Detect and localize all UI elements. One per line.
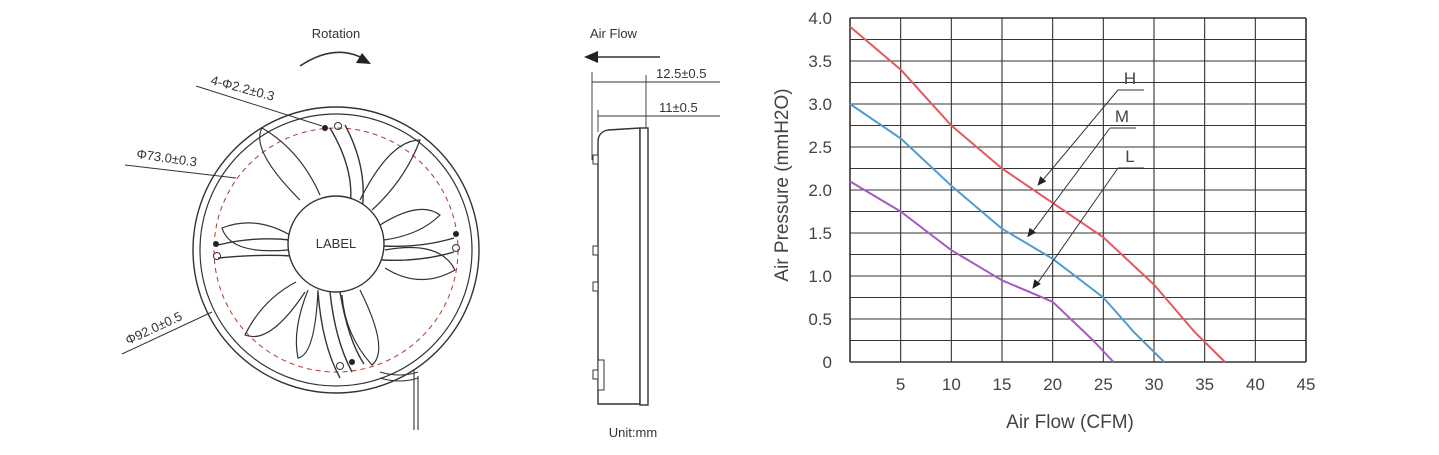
x-tick-label: 30 xyxy=(1145,375,1164,394)
y-tick-label: 4.0 xyxy=(808,9,832,28)
inner-dia-leader xyxy=(124,164,237,179)
airflow-arrow-head xyxy=(584,51,598,63)
profile-tabs xyxy=(592,154,605,391)
curve-leader-arrowhead-L xyxy=(1032,279,1041,289)
y-tick-label: 0.5 xyxy=(808,310,832,329)
y-tick-label: 2.0 xyxy=(808,181,832,200)
y-tick-label: 1.5 xyxy=(808,224,832,243)
y-axis-title: Air Pressure (mmH2O) xyxy=(772,88,793,281)
fan-side-drawing: Air Flow 12.5±0.5 11±0.5 Unit:mm xyxy=(584,26,720,440)
fan-side-view: Air Flow 12.5±0.5 11±0.5 Unit:mm xyxy=(560,0,760,450)
inner-frame-ring xyxy=(199,113,473,387)
curve-leader-L xyxy=(1035,167,1119,286)
hole-dim-label: 4-Φ2.2±0.3 xyxy=(209,72,276,103)
y-tick-label: 0 xyxy=(823,353,832,372)
fan-front-view: Rotation xyxy=(0,0,560,450)
hub-label: LABEL xyxy=(316,236,356,251)
y-tick-label: 3.0 xyxy=(808,95,832,114)
x-tick-label: 20 xyxy=(1043,375,1062,394)
fan-blades xyxy=(221,127,456,366)
x-tick-label: 10 xyxy=(942,375,961,394)
x-tick-label: 15 xyxy=(993,375,1012,394)
mounting-holes xyxy=(213,122,460,370)
curve-label-L: L xyxy=(1125,147,1134,166)
fan-hub xyxy=(287,195,385,293)
curve-leader-arrowhead-M xyxy=(1027,227,1036,238)
x-tick-label: 35 xyxy=(1195,375,1214,394)
outer-dia-leader xyxy=(121,311,213,355)
curve-leader-M xyxy=(1030,127,1111,234)
frame-struts xyxy=(217,124,455,379)
y-tick-label: 2.5 xyxy=(808,138,832,157)
chart-series xyxy=(849,25,1226,363)
x-axis-title: Air Flow (CFM) xyxy=(1006,412,1134,433)
y-tick-label: 1.0 xyxy=(808,267,832,286)
depth-outer-label: 12.5±0.5 xyxy=(656,66,707,81)
fan-profile-flange xyxy=(639,127,649,406)
performance-chart: 5 10 15 20 25 30 35 40 45 0 0.5 1.0 1.5 2.0 2.5 3.0 3.5 4… xyxy=(760,0,1439,450)
x-tick-label: 25 xyxy=(1094,375,1113,394)
curve-labels: HM L xyxy=(1027,69,1144,289)
rotation-arrow xyxy=(299,51,367,67)
rotation-label: Rotation xyxy=(312,26,360,41)
curve-leader-H xyxy=(1041,89,1119,183)
hole-pitch-circle xyxy=(213,127,459,373)
rotation-arrow-head xyxy=(356,53,371,64)
fan-front-drawing: Rotation xyxy=(121,26,480,430)
curve-label-M: M xyxy=(1115,107,1129,126)
chart-ticks: 5 10 15 20 25 30 35 40 45 0 0.5 1.0 1.5 2.0 2.5 3.0 3.5 4… xyxy=(808,9,1315,394)
unit-label: Unit:mm xyxy=(609,425,657,440)
x-tick-label: 5 xyxy=(896,375,905,394)
hole-dim-leader xyxy=(195,85,323,127)
series-line-L xyxy=(849,180,1115,363)
airflow-label: Air Flow xyxy=(590,26,638,41)
depth-inner-label: 11±0.5 xyxy=(659,100,698,115)
series-line-H xyxy=(849,25,1226,363)
x-tick-label: 45 xyxy=(1297,375,1316,394)
outer-frame-ring xyxy=(192,106,480,394)
fan-profile-body xyxy=(597,127,641,405)
chart-grid xyxy=(849,17,1307,363)
curve-leader-arrowhead-H xyxy=(1037,176,1047,186)
outer-dia-label: Φ92.0±0.5 xyxy=(123,308,185,347)
inner-dia-label: Φ73.0±0.3 xyxy=(136,146,198,169)
performance-chart-svg: 5 10 15 20 25 30 35 40 45 0 0.5 1.0 1.5 2.0 2.5 3.0 3.5 4… xyxy=(772,9,1315,433)
curve-label-H: H xyxy=(1124,69,1136,88)
x-tick-label: 40 xyxy=(1246,375,1265,394)
series-line-M xyxy=(849,103,1165,363)
y-tick-label: 3.5 xyxy=(808,52,832,71)
fan-cable xyxy=(379,370,419,430)
